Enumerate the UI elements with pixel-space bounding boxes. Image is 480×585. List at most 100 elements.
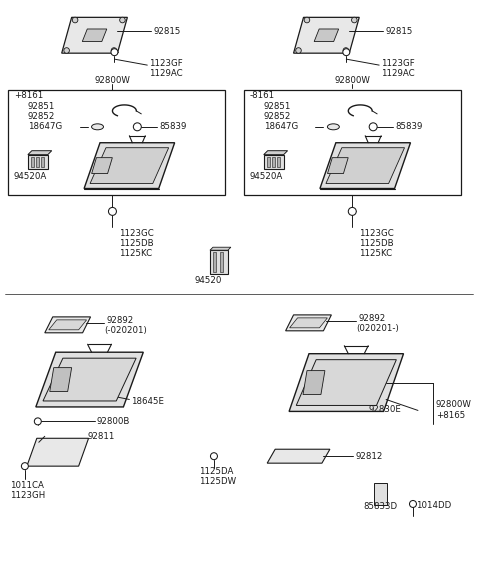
Bar [272, 157, 275, 167]
Bar [267, 157, 270, 167]
Circle shape [64, 48, 70, 53]
Text: 1125DA: 1125DA [199, 467, 233, 476]
Text: 85833D: 85833D [363, 503, 397, 511]
Polygon shape [50, 367, 72, 391]
Polygon shape [303, 371, 325, 394]
Bar [264, 154, 284, 168]
Text: 1129AC: 1129AC [381, 68, 415, 78]
Polygon shape [327, 158, 348, 174]
Text: 94520A: 94520A [14, 172, 47, 181]
Circle shape [296, 48, 301, 53]
Bar [36, 157, 39, 167]
Circle shape [343, 48, 348, 53]
Polygon shape [45, 317, 91, 333]
Text: 92812: 92812 [355, 452, 383, 461]
Text: 1123GF: 1123GF [381, 58, 415, 68]
Text: 1123GC: 1123GC [359, 229, 394, 238]
Polygon shape [84, 143, 175, 188]
Text: 92811: 92811 [87, 432, 115, 441]
Bar [210, 250, 228, 274]
Bar [244, 90, 461, 195]
Polygon shape [314, 29, 339, 42]
Circle shape [304, 17, 310, 23]
Circle shape [369, 123, 377, 131]
Polygon shape [92, 158, 112, 174]
Text: 18647G: 18647G [264, 122, 298, 131]
Text: 92815: 92815 [153, 27, 180, 36]
Text: 92892: 92892 [107, 316, 134, 325]
Bar [213, 252, 216, 272]
Circle shape [22, 463, 28, 470]
Circle shape [351, 17, 357, 23]
Text: 92830E: 92830E [368, 405, 401, 414]
Bar [28, 154, 48, 168]
Text: 18645E: 18645E [132, 397, 164, 406]
Text: 92800W: 92800W [436, 400, 472, 409]
Circle shape [108, 208, 117, 215]
Circle shape [72, 17, 78, 23]
Text: 18647G: 18647G [28, 122, 62, 131]
Polygon shape [294, 18, 359, 53]
Polygon shape [296, 360, 396, 405]
Text: 94520: 94520 [194, 276, 222, 284]
Text: 1129AC: 1129AC [149, 68, 183, 78]
Bar [31, 157, 35, 167]
Circle shape [111, 48, 117, 53]
Polygon shape [286, 315, 331, 331]
Polygon shape [90, 147, 168, 184]
Polygon shape [43, 358, 136, 401]
Polygon shape [320, 143, 410, 188]
Text: 1125KC: 1125KC [120, 249, 153, 257]
Polygon shape [82, 29, 107, 42]
Text: +8161: +8161 [14, 91, 43, 101]
Text: 1011CA: 1011CA [10, 480, 44, 490]
Text: 92815: 92815 [385, 27, 412, 36]
Text: 85839: 85839 [395, 122, 422, 131]
Circle shape [133, 123, 141, 131]
Bar [41, 157, 44, 167]
Text: 1125KC: 1125KC [359, 249, 392, 257]
Text: 92800B: 92800B [96, 417, 130, 426]
Polygon shape [27, 438, 89, 466]
Circle shape [409, 501, 417, 507]
Text: (020201-): (020201-) [356, 324, 399, 333]
Text: 1014DD: 1014DD [416, 501, 451, 511]
Text: 1125DB: 1125DB [359, 239, 394, 247]
Text: 1123GF: 1123GF [149, 58, 183, 68]
Bar [373, 483, 386, 505]
Circle shape [120, 17, 125, 23]
Polygon shape [49, 320, 86, 330]
Text: 92892: 92892 [358, 314, 385, 324]
Text: 92852: 92852 [28, 112, 55, 121]
Text: -8161: -8161 [250, 91, 275, 101]
Text: 94520A: 94520A [250, 172, 283, 181]
Text: 1123GC: 1123GC [120, 229, 154, 238]
Circle shape [35, 418, 41, 425]
Text: 92852: 92852 [264, 112, 291, 121]
Text: 92851: 92851 [264, 102, 291, 111]
Circle shape [111, 49, 118, 56]
Bar [8, 90, 225, 195]
Text: 92800W: 92800W [95, 75, 131, 85]
Circle shape [210, 453, 217, 460]
Text: 1125DB: 1125DB [120, 239, 154, 247]
Text: +8165: +8165 [436, 411, 465, 420]
Text: 92851: 92851 [28, 102, 55, 111]
Polygon shape [289, 354, 404, 411]
Text: 85839: 85839 [159, 122, 187, 131]
Ellipse shape [327, 124, 339, 130]
Circle shape [343, 49, 350, 56]
Circle shape [348, 208, 356, 215]
Polygon shape [267, 449, 330, 463]
Polygon shape [36, 352, 144, 407]
Polygon shape [62, 18, 127, 53]
Text: (-020201): (-020201) [105, 326, 147, 335]
Bar [220, 252, 223, 272]
Polygon shape [264, 151, 288, 154]
Polygon shape [289, 318, 327, 328]
Polygon shape [326, 147, 405, 184]
Text: 1123GH: 1123GH [10, 490, 45, 500]
Text: 1125DW: 1125DW [199, 477, 236, 486]
Polygon shape [28, 151, 52, 154]
Polygon shape [210, 247, 231, 250]
